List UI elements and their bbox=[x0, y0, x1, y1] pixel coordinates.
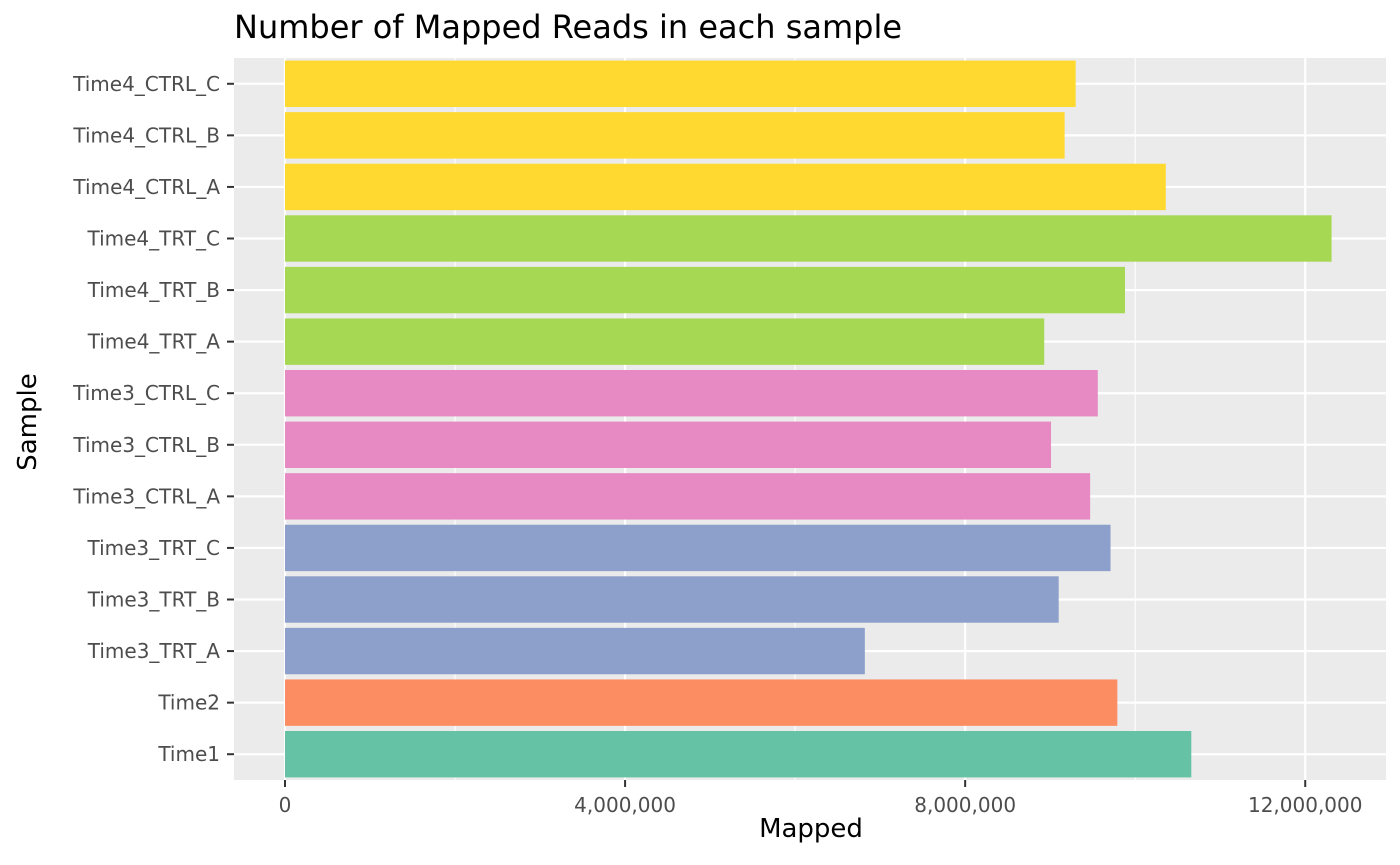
x-tick-label: 8,000,000 bbox=[914, 793, 1016, 817]
y-axis-title: Sample bbox=[13, 373, 43, 471]
x-axis-title: Mapped bbox=[759, 814, 863, 844]
bar-time4-trt-a bbox=[285, 318, 1045, 365]
bar-time4-ctrl-b bbox=[285, 112, 1065, 159]
x-tick-label: 4,000,000 bbox=[574, 793, 676, 817]
y-tick-label: Time4_CTRL_C bbox=[72, 72, 220, 96]
chart-title: Number of Mapped Reads in each sample bbox=[234, 8, 903, 46]
y-tick-label: Time3_CTRL_A bbox=[72, 484, 220, 508]
bar-time2 bbox=[285, 679, 1118, 726]
y-tick-label: Time3_TRT_B bbox=[87, 588, 220, 612]
y-tick-label: Time4_TRT_B bbox=[87, 278, 220, 302]
y-tick-label: Time3_CTRL_B bbox=[72, 433, 220, 457]
bar-time3-ctrl-c bbox=[285, 370, 1098, 417]
bar-time3-trt-c bbox=[285, 524, 1111, 572]
y-tick-label: Time2 bbox=[157, 691, 220, 715]
y-tick-label: Time4_CTRL_A bbox=[72, 175, 220, 199]
bar-time4-trt-c bbox=[285, 215, 1332, 262]
y-tick-label: Time3_TRT_C bbox=[86, 536, 220, 560]
x-tick-label: 0 bbox=[279, 793, 292, 817]
bar-time3-trt-a bbox=[285, 627, 865, 675]
bar-time4-ctrl-c bbox=[285, 60, 1076, 107]
y-tick-label: Time4_TRT_A bbox=[87, 330, 221, 354]
y-tick-label: Time4_CTRL_B bbox=[72, 123, 220, 147]
bar-time1 bbox=[285, 731, 1192, 778]
y-tick-label: Time1 bbox=[157, 742, 220, 766]
y-tick-label: Time4_TRT_C bbox=[86, 227, 220, 251]
y-tick-label: Time3_CTRL_C bbox=[72, 381, 220, 405]
bar-time3-trt-b bbox=[285, 576, 1059, 623]
bar-time3-ctrl-b bbox=[285, 421, 1052, 468]
x-tick-label: 12,000,000 bbox=[1248, 793, 1363, 817]
bar-time3-ctrl-a bbox=[285, 473, 1091, 520]
bar-time4-trt-b bbox=[285, 266, 1125, 314]
bar-time4-ctrl-a bbox=[285, 163, 1166, 211]
y-tick-label: Time3_TRT_A bbox=[87, 639, 221, 663]
